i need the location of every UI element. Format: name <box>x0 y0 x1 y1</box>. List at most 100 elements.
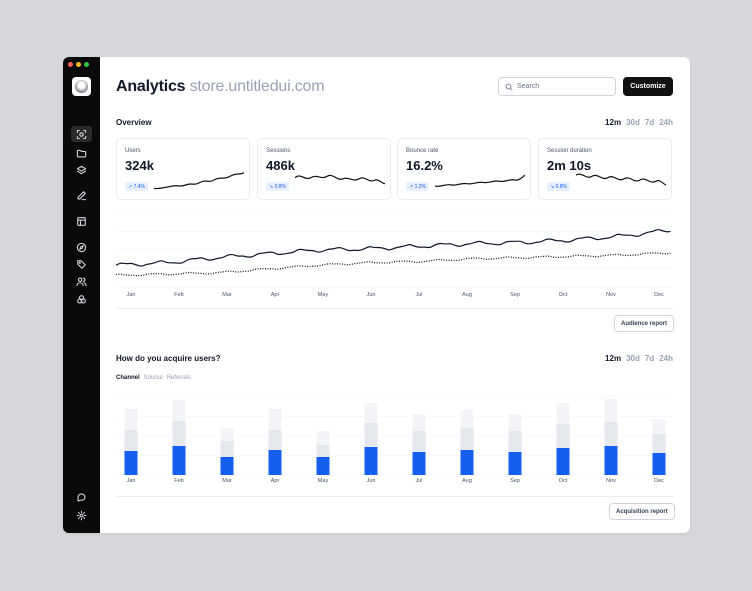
bar-segment[interactable] <box>460 428 474 450</box>
nav-item-editor[interactable] <box>71 187 92 203</box>
x-tick-label: Oct <box>558 292 568 298</box>
bar-segment[interactable] <box>604 399 618 422</box>
nav-item-tags[interactable] <box>71 256 92 272</box>
bar-segment[interactable] <box>364 423 378 447</box>
nav-item-layers[interactable] <box>71 162 92 178</box>
bar-segment[interactable] <box>652 434 666 453</box>
page-title: Analytics store.untitledui.com <box>116 78 325 96</box>
bar-segment[interactable] <box>508 452 522 475</box>
x-tick-label: Dec <box>654 292 664 298</box>
sidebar <box>63 57 100 533</box>
nav-item-settings[interactable] <box>71 507 92 523</box>
stat-card-sessions[interactable]: Sessions 486k ↘ 0.8% <box>257 138 391 200</box>
stat-change-value: 7.4% <box>133 183 145 190</box>
support-icon <box>77 493 86 501</box>
bar-segment[interactable] <box>220 441 234 457</box>
nav-item-explore[interactable] <box>71 239 92 255</box>
section-divider-bottom <box>116 496 673 497</box>
acquisition-tabs: Channel Source Referrals <box>116 375 191 381</box>
bar-segment[interactable] <box>364 447 378 475</box>
nav-item-users[interactable] <box>71 273 92 289</box>
bar-segment[interactable] <box>652 453 666 475</box>
bar-segment[interactable] <box>172 400 186 421</box>
bar-segment[interactable] <box>316 445 330 457</box>
bar-segment[interactable] <box>172 421 186 446</box>
range-option-12m[interactable]: 12m <box>605 118 622 127</box>
nav-item-segments[interactable] <box>71 291 92 307</box>
stat-label: Users <box>125 148 141 154</box>
range-option-30d[interactable]: 30d <box>626 354 640 363</box>
bar-segment[interactable] <box>412 414 426 431</box>
sparkline-path <box>434 174 526 187</box>
bar-segment[interactable] <box>124 409 138 430</box>
tab-channel[interactable]: Channel <box>116 375 140 381</box>
section-divider <box>116 308 673 309</box>
range-option-7d[interactable]: 7d <box>644 118 655 127</box>
range-option-24h[interactable]: 24h <box>659 118 673 127</box>
trend-down-icon: ↘ <box>269 183 274 190</box>
sparkline <box>434 174 526 187</box>
bar-segment[interactable] <box>508 414 522 431</box>
bar-segment[interactable] <box>124 451 138 475</box>
x-tick-label: Nov <box>606 478 616 484</box>
bar-segment[interactable] <box>316 457 330 475</box>
search-box[interactable] <box>498 77 616 96</box>
nav-item-files[interactable] <box>71 145 92 161</box>
bar-segment[interactable] <box>268 409 282 430</box>
bar-segment[interactable] <box>460 410 474 428</box>
bar-segment[interactable] <box>172 446 186 475</box>
bar-segment[interactable] <box>556 424 570 448</box>
bar-segment[interactable] <box>604 446 618 475</box>
bar-segment[interactable] <box>652 419 666 434</box>
close-window-button[interactable] <box>68 62 73 67</box>
x-tick-label: Sep <box>510 292 520 298</box>
focus-icon <box>76 129 87 139</box>
stat-change-value: 0.8% <box>555 183 567 190</box>
overview-line-chart <box>116 212 673 288</box>
bar-segment[interactable] <box>556 403 570 424</box>
bar-segment[interactable] <box>412 452 426 475</box>
bar-segment[interactable] <box>268 450 282 475</box>
minimize-window-button[interactable] <box>76 62 81 67</box>
acquisition-report-button[interactable]: Acquisition report <box>609 503 675 520</box>
x-tick-label: Jun <box>366 478 376 484</box>
range-option-24h[interactable]: 24h <box>659 354 673 363</box>
bar-segment[interactable] <box>268 430 282 450</box>
bar-segment[interactable] <box>460 450 474 475</box>
series-line-1 <box>116 229 671 267</box>
bar-segment[interactable] <box>220 457 234 475</box>
bar-segment[interactable] <box>220 428 234 441</box>
stat-card-users[interactable]: Users 324k ↗ 7.4% <box>116 138 250 200</box>
bar-segment[interactable] <box>124 430 138 451</box>
tab-referrals[interactable]: Referrals <box>166 375 192 381</box>
stat-card-session-duration[interactable]: Session duration 2m 10s ↘ 0.8% <box>538 138 672 200</box>
stat-label: Bounce rate <box>406 148 439 154</box>
nav-item-dashboard[interactable] <box>71 126 92 142</box>
stat-value: 2m 10s <box>547 158 592 173</box>
bar-segment[interactable] <box>508 431 522 452</box>
audience-report-button[interactable]: Audience report <box>614 315 675 332</box>
customize-button[interactable]: Customize <box>623 77 673 96</box>
acquisition-range-selector: 12m 30d 7d 24h <box>605 354 673 363</box>
nav-item-layout[interactable] <box>71 213 92 229</box>
series-line-2 <box>116 252 671 277</box>
search-input[interactable] <box>517 83 612 90</box>
trend-up-icon: ↗ <box>128 183 133 190</box>
stat-card-bounce-rate[interactable]: Bounce rate 16.2% ↗ 1.2% <box>397 138 531 200</box>
bar-segment[interactable] <box>364 403 378 423</box>
x-tick-label: Jun <box>366 292 376 298</box>
site-url: store.untitledui.com <box>189 78 325 95</box>
range-option-12m[interactable]: 12m <box>605 354 622 363</box>
maximize-window-button[interactable] <box>84 62 89 67</box>
tab-source[interactable]: Source <box>143 375 163 381</box>
pen-icon <box>77 190 87 200</box>
shapes-icon <box>77 294 86 303</box>
bar-segment[interactable] <box>412 431 426 452</box>
bar-segment[interactable] <box>316 431 330 445</box>
range-option-30d[interactable]: 30d <box>626 118 640 127</box>
range-option-7d[interactable]: 7d <box>644 354 655 363</box>
nav-item-support[interactable] <box>71 489 92 505</box>
x-tick-label: Sep <box>510 478 520 484</box>
bar-segment[interactable] <box>604 422 618 446</box>
bar-segment[interactable] <box>556 448 570 475</box>
